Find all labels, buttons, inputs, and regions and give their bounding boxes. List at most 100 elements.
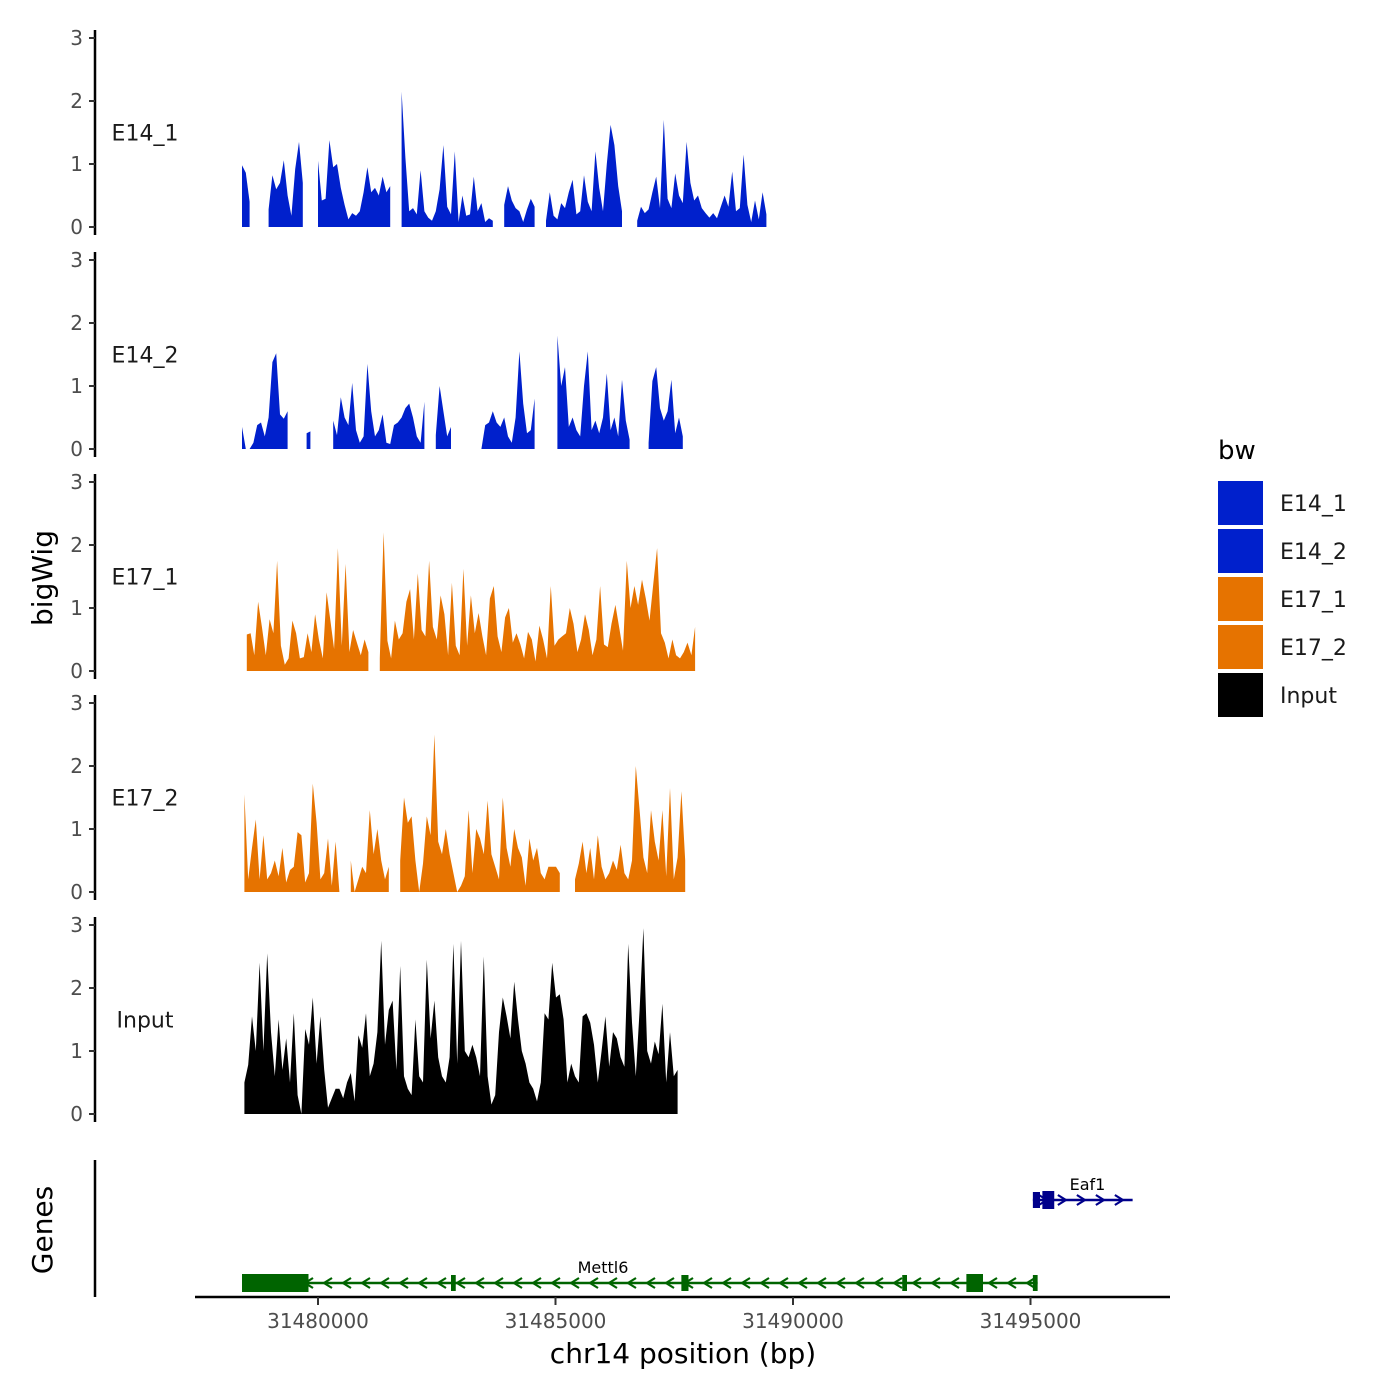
strand-arrow — [549, 1277, 561, 1289]
legend: bw E14_1 E14_2 E17_1 E17_2 Input — [1218, 436, 1347, 717]
y-tick-label: 3 — [70, 248, 83, 272]
area-segment-E17_1 — [246, 548, 369, 671]
strand-arrow — [796, 1277, 808, 1289]
x-tick-label: 31495000 — [980, 1309, 1082, 1333]
area-segment-E14_2 — [557, 335, 630, 449]
legend-swatch-Input — [1218, 673, 1263, 717]
gene-label-Mettl6: Mettl6 — [578, 1258, 629, 1277]
x-axis-title: chr14 position (bp) — [550, 1337, 816, 1370]
exon — [1032, 1192, 1040, 1208]
strand-arrow — [891, 1277, 903, 1289]
legend-swatch-E14_1 — [1218, 481, 1263, 525]
y-tick-label: 3 — [70, 470, 83, 494]
y-axis-title: bigWig — [26, 530, 59, 626]
y-tick-label: 2 — [70, 311, 83, 335]
y-tick-label: 0 — [70, 659, 83, 683]
legend-label-E14_1: E14_1 — [1280, 492, 1347, 517]
area-segment-E14_2 — [333, 363, 425, 449]
track-E14_2: 0 1 2 3 E14_2 — [70, 248, 683, 461]
x-tick-label: 31485000 — [505, 1309, 607, 1333]
strand-arrow — [1057, 1194, 1068, 1206]
strand-arrow — [587, 1277, 599, 1289]
strand-arrow — [378, 1277, 390, 1289]
x-tick-label: 31490000 — [742, 1309, 844, 1333]
area-segment-E14_1 — [504, 186, 535, 227]
y-tick-label: 3 — [70, 26, 83, 50]
strand-arrow — [701, 1277, 713, 1289]
exon — [242, 1274, 309, 1292]
area-segment-E17_2 — [400, 734, 560, 892]
legend-label-Input: Input — [1280, 684, 1337, 709]
x-axis: 31480000 31485000 31490000 31495000 — [195, 1295, 1170, 1333]
gene-Eaf1: Eaf1 — [1032, 1175, 1133, 1209]
y-tick-label: 2 — [70, 976, 83, 1000]
y-tick-label: 0 — [70, 215, 83, 239]
track-E14_1: 0 1 2 3 E14_1 — [70, 26, 767, 239]
gene-Mettl6: Mettl6 — [242, 1258, 1038, 1292]
legend-label-E17_1: E17_1 — [1280, 588, 1347, 613]
track-E17_2: 0 1 2 3 E17_2 — [70, 691, 686, 904]
legend-swatch-E17_2 — [1218, 625, 1263, 669]
strand-arrow — [1024, 1277, 1036, 1289]
area-segment-E14_2 — [648, 367, 683, 449]
track-label-Input: Input — [117, 1009, 174, 1034]
strand-arrow — [1076, 1194, 1087, 1206]
strand-arrow — [511, 1277, 523, 1289]
track-label-E14_1: E14_1 — [112, 122, 179, 147]
exon — [1032, 1275, 1038, 1291]
legend-title: bw — [1218, 436, 1256, 466]
strand-arrow — [815, 1277, 827, 1289]
y-tick-label: 1 — [70, 817, 83, 841]
gene-label-Eaf1: Eaf1 — [1070, 1175, 1106, 1194]
area-segment-E14_1 — [318, 140, 391, 227]
area-segment-E17_2 — [350, 810, 389, 892]
area-segment-E17_1 — [379, 532, 696, 671]
track-Input: 0 1 2 3 Input — [70, 913, 678, 1126]
exon — [681, 1275, 689, 1291]
strand-arrow — [720, 1277, 732, 1289]
legend-swatch-E17_1 — [1218, 577, 1263, 621]
strand-arrow — [359, 1277, 371, 1289]
legend-label-E14_2: E14_2 — [1280, 540, 1347, 565]
track-E17_1: 0 1 2 3 E17_1 — [70, 470, 696, 683]
track-label-E17_1: E17_1 — [112, 566, 179, 591]
area-segment-Input — [244, 928, 678, 1114]
y-tick-label: 1 — [70, 1039, 83, 1063]
strand-arrow — [777, 1277, 789, 1289]
strand-arrow — [340, 1277, 352, 1289]
area-segment-E14_1 — [268, 141, 303, 227]
signal-tracks: 0 1 2 3 E14_1 0 1 2 3 E14_2 0 1 2 3 E17_1 0 1 2 3 E17_2 0 1 2 3… — [70, 26, 767, 1126]
area-segment-E14_2 — [473, 351, 535, 449]
area-segment-E17_2 — [575, 766, 686, 892]
strand-arrow — [663, 1277, 675, 1289]
strand-arrow — [568, 1277, 580, 1289]
strand-arrow — [872, 1277, 884, 1289]
exon — [1042, 1191, 1055, 1209]
strand-arrow — [397, 1277, 409, 1289]
exon — [451, 1275, 456, 1291]
strand-arrow — [492, 1277, 504, 1289]
area-segment-E14_1 — [401, 91, 493, 227]
y-tick-label: 1 — [70, 374, 83, 398]
y-tick-label: 0 — [70, 1102, 83, 1126]
area-segment-E14_2 — [306, 431, 311, 449]
strand-arrow — [758, 1277, 770, 1289]
y-tick-label: 1 — [70, 596, 83, 620]
area-segment-E17_2 — [244, 783, 340, 892]
strand-arrow — [1095, 1194, 1106, 1206]
genes-track: Mettl6 Eaf1 — [93, 1160, 1133, 1297]
strand-arrow — [321, 1277, 333, 1289]
y-tick-label: 2 — [70, 754, 83, 778]
y-tick-label: 0 — [70, 880, 83, 904]
area-segment-E14_1 — [546, 124, 622, 227]
y-tick-label: 3 — [70, 913, 83, 937]
exon — [902, 1275, 907, 1291]
area-segment-E14_1 — [637, 119, 767, 227]
exon — [966, 1274, 983, 1292]
y-tick-label: 1 — [70, 152, 83, 176]
y-tick-label: 3 — [70, 691, 83, 715]
area-segment-E14_1 — [242, 165, 250, 227]
track-label-E17_2: E17_2 — [112, 787, 179, 812]
strand-arrow — [853, 1277, 865, 1289]
